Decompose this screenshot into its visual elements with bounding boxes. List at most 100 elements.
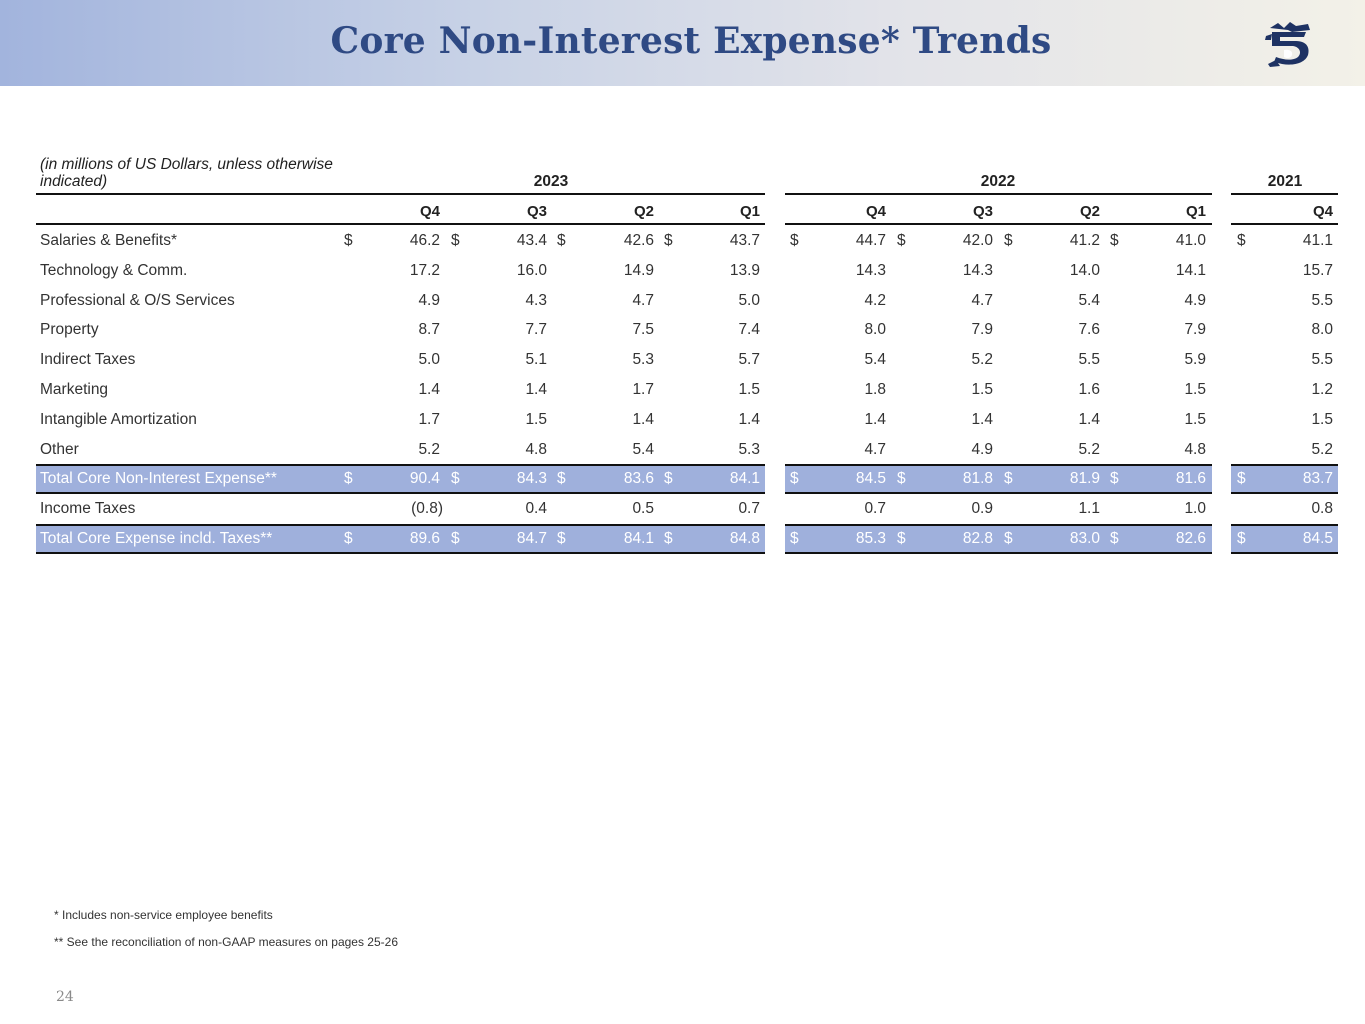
row-highlight-band <box>1231 525 1338 553</box>
table-row: Other 5.2 4.8 5.4 5.3 4.7 4.9 5.2 4.8 5.2 <box>0 436 1365 464</box>
footnote-2: ** See the reconciliation of non-GAAP me… <box>54 935 398 949</box>
cell-2022-q1: 82.6 <box>1175 530 1206 547</box>
cell-2023-q3: 0.4 <box>525 500 547 518</box>
quarter-header-2023-q4: Q4 <box>419 203 440 220</box>
total-rule-bottom <box>1231 492 1338 495</box>
table-row: Indirect Taxes 5.0 5.1 5.3 5.7 5.4 5.2 5.5 5.9 5.… <box>0 346 1365 374</box>
stylized-lion-s-logo-icon <box>1265 22 1310 67</box>
cell-2023-q2: 4.7 <box>632 291 654 309</box>
quarter-header-2023-q1: Q1 <box>739 203 760 220</box>
cell-2023-q2: 7.5 <box>632 321 654 339</box>
cell-2023-q2: 14.9 <box>623 261 654 279</box>
cell-2022-q4: 8.0 <box>864 321 886 339</box>
cell-2022-q2: 41.2 <box>1069 232 1100 249</box>
cell-2022-q2: 5.4 <box>1078 291 1100 309</box>
row-highlight-band <box>1231 465 1338 494</box>
quarter-header-2021-q4: Q4 <box>1312 203 1333 220</box>
cell-2023-q1: 5.0 <box>738 291 760 309</box>
row-label: Other <box>40 440 79 458</box>
cell-2021-q4: 5.2 <box>1311 440 1333 458</box>
dollar-sign: $ <box>1237 470 1246 488</box>
dollar-sign: $ <box>664 530 673 547</box>
dollar-sign: $ <box>451 470 460 488</box>
row-highlight-band <box>36 465 765 494</box>
rule-header-2022 <box>785 223 1212 225</box>
cell-2023-q1: 13.9 <box>729 261 760 279</box>
quarter-header-2022-q1: Q1 <box>1185 203 1206 220</box>
cell-2022-q1: 4.8 <box>1184 440 1206 458</box>
cell-2022-q4: 84.5 <box>855 470 886 488</box>
dollar-sign: $ <box>451 232 460 249</box>
quarter-header-2022-q2: Q2 <box>1079 203 1100 220</box>
dollar-sign: $ <box>1110 232 1119 249</box>
cell-2022-q4: 14.3 <box>855 261 886 279</box>
cell-2023-q3: 84.7 <box>516 530 547 547</box>
dollar-sign: $ <box>557 232 566 249</box>
dollar-sign: $ <box>1110 470 1119 488</box>
cell-2022-q3: 5.2 <box>971 351 993 369</box>
page-number: 24 <box>56 989 74 1005</box>
table-row: Technology & Comm. 17.2 16.0 14.9 13.9 14.3 14… <box>0 257 1365 285</box>
cell-2021-q4: 1.5 <box>1311 410 1333 428</box>
quarter-header-2022-q4: Q4 <box>865 203 886 220</box>
row-label: Property <box>40 321 99 339</box>
cell-2023-q1: 7.4 <box>738 321 760 339</box>
dollar-sign: $ <box>344 530 353 547</box>
cell-2023-q2: 5.4 <box>632 440 654 458</box>
cell-2023-q3: 1.5 <box>525 410 547 428</box>
year-2021-header: 2021 <box>1267 173 1303 190</box>
cell-2022-q3: 1.4 <box>971 410 993 428</box>
row-label: Marketing <box>40 381 109 398</box>
total-rule-bottom <box>36 492 765 495</box>
cell-2022-q4: 1.4 <box>864 410 886 428</box>
cell-2021-q4: 84.5 <box>1302 530 1333 547</box>
dollar-sign: $ <box>1004 232 1013 249</box>
cell-2022-q1: 7.9 <box>1184 321 1206 339</box>
dollar-sign: $ <box>344 232 353 249</box>
cell-2022-q3: 82.8 <box>962 530 993 547</box>
total-rule-top <box>1231 464 1338 467</box>
row-label: Intangible Amortization <box>40 410 197 428</box>
cell-2023-q2: 42.6 <box>623 232 654 249</box>
cell-2023-q4: 89.6 <box>409 530 440 547</box>
total-rule-top <box>785 524 1212 526</box>
dollar-sign: $ <box>557 530 566 547</box>
cell-2022-q2: 1.4 <box>1078 410 1100 428</box>
dollar-sign: $ <box>897 232 906 249</box>
dollar-sign: $ <box>1237 530 1246 547</box>
cell-2022-q2: 14.0 <box>1069 261 1100 279</box>
cell-2023-q1: 5.3 <box>738 440 760 458</box>
cell-2022-q4: 4.7 <box>864 440 886 458</box>
cell-2022-q2: 7.6 <box>1078 321 1100 339</box>
quarter-header-2022-q3: Q3 <box>972 203 993 220</box>
rule-header-2021 <box>1231 223 1338 225</box>
cell-2022-q3: 4.7 <box>971 291 993 309</box>
cell-2022-q2: 1.1 <box>1078 500 1100 518</box>
table-row: Marketing 1.4 1.4 1.7 1.5 1.8 1.5 1.6 1.5 1.2 <box>0 376 1365 404</box>
footnote-1: * Includes non-service employee benefits <box>54 908 273 922</box>
cell-2023-q4: 8.7 <box>418 321 440 339</box>
row-label: Income Taxes <box>40 500 136 518</box>
dollar-sign: $ <box>1004 470 1013 488</box>
cell-2021-q4: 1.2 <box>1311 381 1333 398</box>
total-rule-top <box>36 524 765 526</box>
year-2022-header: 2022 <box>980 173 1016 190</box>
dollar-sign: $ <box>897 470 906 488</box>
cell-2023-q1: 84.1 <box>729 470 760 488</box>
row-label: Total Core Non-Interest Expense** <box>40 470 277 488</box>
dollar-sign: $ <box>664 232 673 249</box>
dollar-sign: $ <box>790 232 799 249</box>
cell-2023-q1: 0.7 <box>738 500 760 518</box>
cell-2022-q1: 1.5 <box>1184 410 1206 428</box>
cell-2022-q3: 4.9 <box>971 440 993 458</box>
cell-2023-q2: 5.3 <box>632 351 654 369</box>
cell-2023-q3: 4.3 <box>525 291 547 309</box>
row-highlight-band <box>785 525 1212 553</box>
header-banner: Core Non-Interest Expense* Trends <box>0 0 1365 86</box>
cell-2023-q1: 5.7 <box>738 351 760 369</box>
dollar-sign: $ <box>664 470 673 488</box>
cell-2021-q4: 5.5 <box>1311 291 1333 309</box>
table-row: Total Core Expense incld. Taxes** $89.6 $8… <box>0 525 1365 553</box>
cell-2023-q3: 84.3 <box>516 470 547 488</box>
row-label: Total Core Expense incld. Taxes** <box>40 530 273 547</box>
